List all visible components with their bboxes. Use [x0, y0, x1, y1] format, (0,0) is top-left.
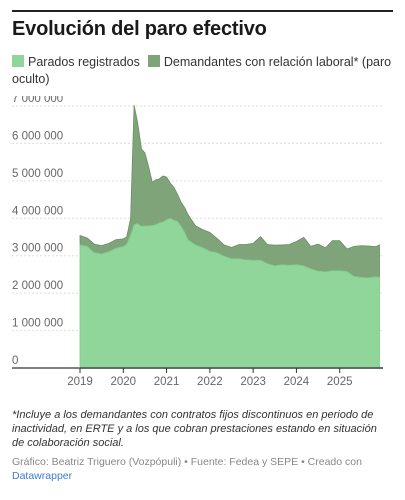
legend-swatch-demandantes: [147, 55, 160, 67]
chart-title: Evolución del paro efectivo: [12, 18, 267, 40]
x-tick-label: 2020: [110, 376, 136, 388]
y-tick-label: 2 000 000: [12, 280, 63, 292]
y-tick-label: 4 000 000: [12, 205, 63, 217]
credits-text: Gráfico: Beatriz Triguero (Vozpópuli) • …: [12, 456, 362, 468]
footnote: *Incluye a los demandantes con contratos…: [12, 409, 377, 449]
y-tick-label: 0: [12, 355, 18, 367]
legend-item-parados: Parados registrados: [12, 55, 140, 69]
x-tick-label: 2022: [197, 376, 223, 388]
y-tick-label: 3 000 000: [12, 243, 63, 255]
legend-label-demandantes: Demandantes con relación laboral* (paro …: [12, 55, 392, 86]
credits: Gráfico: Beatriz Triguero (Vozpópuli) • …: [12, 455, 392, 483]
legend-item-demandantes: Demandantes con relación laboral* (paro …: [12, 55, 391, 86]
x-tick-label: 2023: [240, 376, 266, 388]
x-tick-label: 2024: [284, 376, 310, 388]
legend-swatch-parados: [12, 55, 24, 67]
y-tick-label: 7 000 000: [12, 96, 63, 105]
y-tick-label: 1 000 000: [12, 318, 63, 330]
area-chart: 0 1 000 000 2 000 000 3 000 000 4 000 000 5 0…: [12, 96, 383, 388]
x-tick-label: 2025: [327, 376, 353, 388]
legend: Parados registrados Demandantes con relac…: [12, 54, 397, 88]
y-tick-label: 6 000 000: [12, 130, 63, 142]
x-tick-label: 2021: [154, 376, 180, 388]
datawrapper-link[interactable]: Datawrapper: [12, 470, 73, 482]
x-tick-label: 2019: [67, 376, 93, 388]
y-tick-label: 5 000 000: [12, 168, 63, 180]
legend-label-parados: Parados registrados: [28, 55, 140, 69]
title-rule: [12, 10, 393, 12]
